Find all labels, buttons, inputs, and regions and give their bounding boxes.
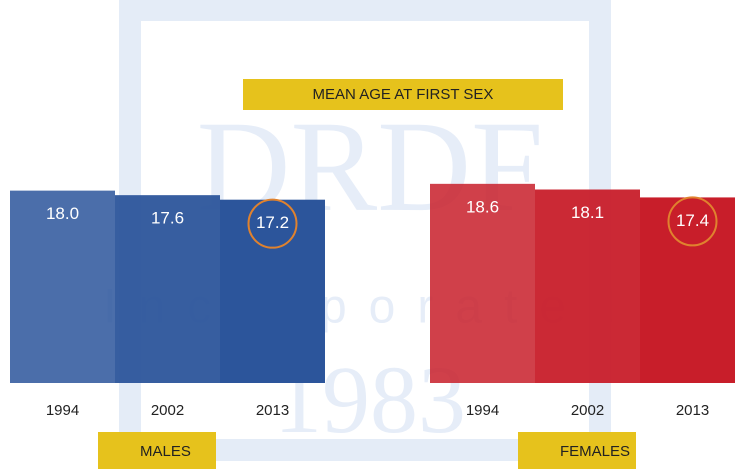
x-tick-label: 2013 <box>256 402 289 419</box>
x-tick-label: 1994 <box>46 402 79 419</box>
value-label: 17.6 <box>151 209 184 228</box>
x-tick-label: 1994 <box>466 402 499 419</box>
value-label: 18.1 <box>571 203 604 222</box>
value-label: 18.0 <box>46 204 79 223</box>
x-tick-label: 2013 <box>676 402 709 419</box>
highlight-circle <box>247 198 298 249</box>
legend-label: FEMALES <box>560 443 630 460</box>
bar <box>430 183 535 383</box>
value-label: 17.4 <box>676 211 709 230</box>
bar <box>220 199 325 383</box>
legend-box <box>518 432 636 469</box>
highlight-circle <box>667 196 718 247</box>
value-label: 18.6 <box>466 197 499 216</box>
title-box <box>243 79 563 110</box>
bar <box>535 189 640 383</box>
value-label: 17.2 <box>256 213 289 232</box>
bar <box>640 197 735 383</box>
x-tick-label: 2002 <box>571 402 604 419</box>
legend-box <box>98 432 216 469</box>
bar <box>115 195 220 383</box>
chart-title: MEAN AGE AT FIRST SEX <box>313 86 494 103</box>
legend-label: MALES <box>140 443 191 460</box>
x-tick-label: 2002 <box>151 402 184 419</box>
bar <box>10 190 115 383</box>
